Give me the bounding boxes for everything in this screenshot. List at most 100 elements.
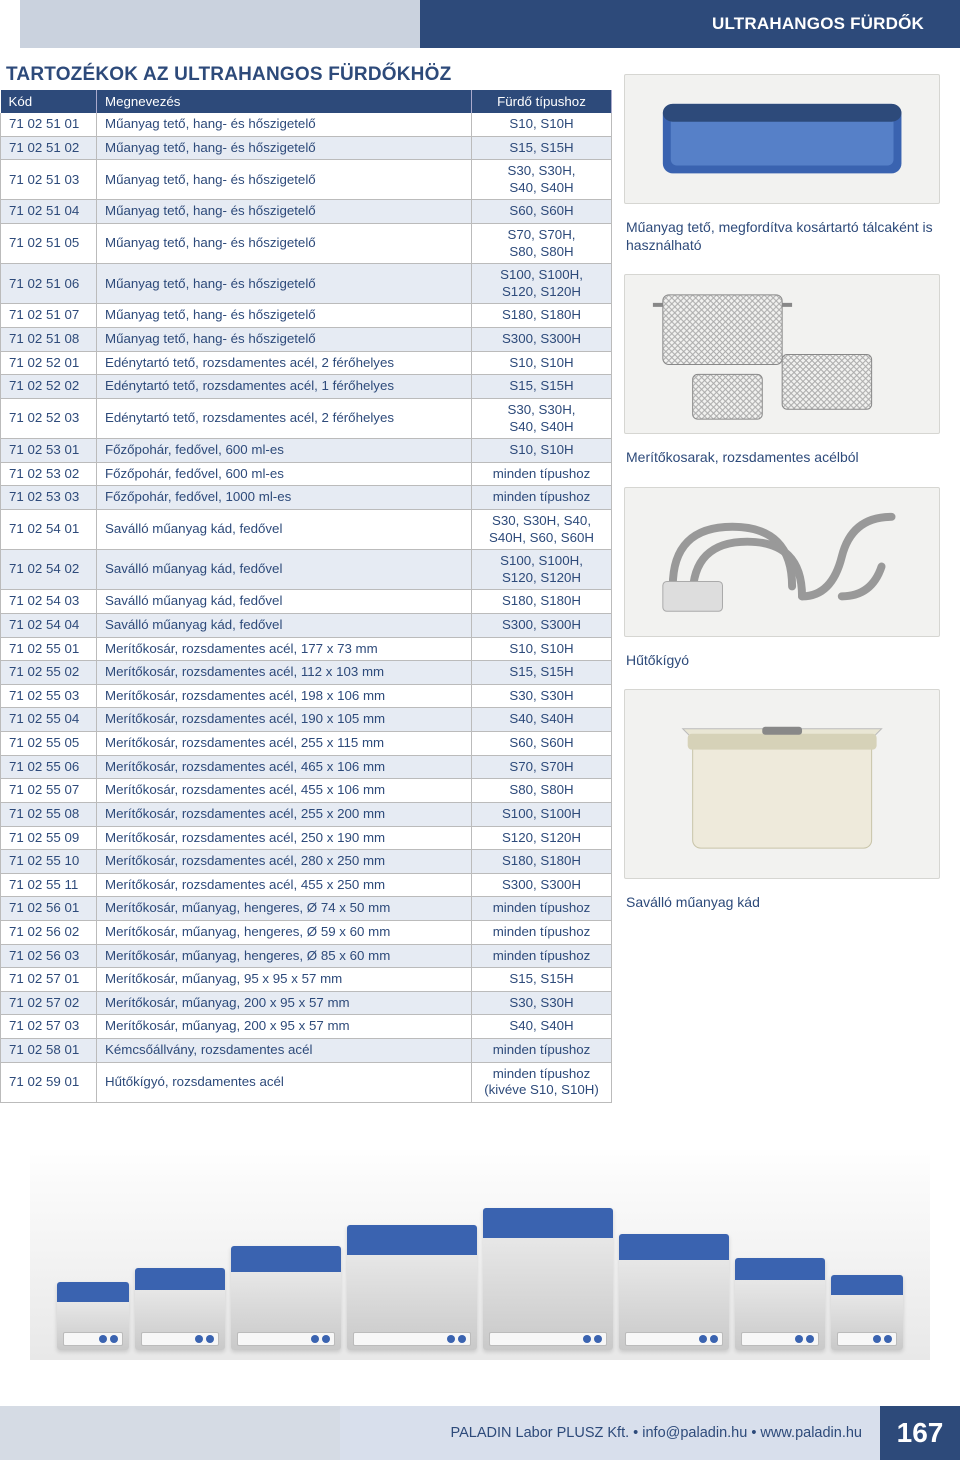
cell-tipus: S60, S60H [472, 732, 612, 756]
table-row: 71 02 55 03Merítőkosár, rozsdamentes acé… [1, 684, 612, 708]
accessories-table: Kód Megnevezés Fürdő típushoz 71 02 51 0… [0, 90, 612, 1103]
cell-megn: Merítőkosár, rozsdamentes acél, 198 x 10… [97, 684, 472, 708]
cell-megn: Műanyag tető, hang- és hőszigetelő [97, 160, 472, 200]
cell-megn: Merítőkosár, rozsdamentes acél, 255 x 11… [97, 732, 472, 756]
table-row: 71 02 54 03Saválló műanyag kád, fedővelS… [1, 590, 612, 614]
cell-tipus: S70, S70H,S80, S80H [472, 224, 612, 264]
image-coil [624, 487, 940, 637]
cell-tipus: S15, S15H [472, 375, 612, 399]
cell-tipus: S40, S40H [472, 1015, 612, 1039]
cell-megn: Merítőkosár, rozsdamentes acél, 190 x 10… [97, 708, 472, 732]
cell-megn: Edénytartó tető, rozsdamentes acél, 2 fé… [97, 351, 472, 375]
cell-tipus: minden típushoz [472, 897, 612, 921]
cell-kod: 71 02 52 03 [1, 398, 97, 438]
col-megn: Megnevezés [97, 90, 472, 113]
cell-tipus: S70, S70H [472, 755, 612, 779]
cell-megn: Saválló műanyag kád, fedővel [97, 509, 472, 549]
table-row: 71 02 51 04Műanyag tető, hang- és hőszig… [1, 200, 612, 224]
caption-tray: Műanyag tető, megfordítva kosártartó tál… [624, 214, 940, 264]
image-baskets [624, 274, 940, 434]
table-row: 71 02 53 01Főzőpohár, fedővel, 600 ml-es… [1, 439, 612, 463]
cell-kod: 71 02 55 04 [1, 708, 97, 732]
cell-megn: Merítőkosár, rozsdamentes acél, 280 x 25… [97, 850, 472, 874]
cell-megn: Műanyag tető, hang- és hőszigetelő [97, 200, 472, 224]
cell-tipus: S100, S100H,S120, S120H [472, 264, 612, 304]
cell-megn: Merítőkosár, rozsdamentes acél, 177 x 73… [97, 637, 472, 661]
cell-kod: 71 02 57 01 [1, 968, 97, 992]
cell-tipus: S40, S40H [472, 708, 612, 732]
table-row: 71 02 54 04Saválló műanyag kád, fedővelS… [1, 614, 612, 638]
cell-kod: 71 02 53 03 [1, 486, 97, 510]
cell-kod: 71 02 59 01 [1, 1062, 97, 1102]
cell-tipus: S180, S180H [472, 590, 612, 614]
cell-kod: 71 02 57 03 [1, 1015, 97, 1039]
cell-megn: Merítőkosár, műanyag, hengeres, Ø 85 x 6… [97, 944, 472, 968]
table-row: 71 02 51 03Műanyag tető, hang- és hőszig… [1, 160, 612, 200]
table-row: 71 02 56 03Merítőkosár, műanyag, hengere… [1, 944, 612, 968]
device [231, 1246, 341, 1350]
caption-tub: Saválló műanyag kád [624, 889, 940, 921]
caption-coil: Hűtőkígyó [624, 647, 940, 679]
cell-tipus: S10, S10H [472, 351, 612, 375]
table-row: 71 02 55 01Merítőkosár, rozsdamentes acé… [1, 637, 612, 661]
section-title: TARTOZÉKOK AZ ULTRAHANGOS FÜRDŐKHÖZ [0, 64, 612, 90]
cell-tipus: S10, S10H [472, 113, 612, 136]
table-row: 71 02 55 04Merítőkosár, rozsdamentes acé… [1, 708, 612, 732]
cell-tipus: minden típushoz(kivéve S10, S10H) [472, 1062, 612, 1102]
cell-megn: Műanyag tető, hang- és hőszigetelő [97, 113, 472, 136]
cell-tipus: S180, S180H [472, 304, 612, 328]
table-row: 71 02 55 08Merítőkosár, rozsdamentes acé… [1, 802, 612, 826]
table-row: 71 02 51 08Műanyag tető, hang- és hőszig… [1, 328, 612, 352]
table-row: 71 02 53 02Főzőpohár, fedővel, 600 ml-es… [1, 462, 612, 486]
cell-megn: Merítőkosár, műanyag, 95 x 95 x 57 mm [97, 968, 472, 992]
cell-tipus: S180, S180H [472, 850, 612, 874]
cell-kod: 71 02 51 04 [1, 200, 97, 224]
cell-tipus: minden típushoz [472, 920, 612, 944]
device [831, 1275, 903, 1350]
cell-megn: Merítőkosár, rozsdamentes acél, 465 x 10… [97, 755, 472, 779]
cell-tipus: minden típushoz [472, 1038, 612, 1062]
cell-tipus: S300, S300H [472, 614, 612, 638]
table-row: 71 02 57 01Merítőkosár, műanyag, 95 x 95… [1, 968, 612, 992]
cell-megn: Műanyag tető, hang- és hőszigetelő [97, 264, 472, 304]
col-tipus: Fürdő típushoz [472, 90, 612, 113]
cell-megn: Merítőkosár, rozsdamentes acél, 255 x 20… [97, 802, 472, 826]
table-row: 71 02 56 02Merítőkosár, műanyag, hengere… [1, 920, 612, 944]
cell-tipus: S30, S30H [472, 991, 612, 1015]
cell-tipus: minden típushoz [472, 486, 612, 510]
image-tub [624, 689, 940, 879]
cell-megn: Hűtőkígyó, rozsdamentes acél [97, 1062, 472, 1102]
header-tabs: ULTRAHANGOS FÜRDŐK [20, 0, 960, 48]
footer: PALADIN Labor PLUSZ Kft. • info@paladin.… [0, 1406, 960, 1460]
cell-kod: 71 02 53 01 [1, 439, 97, 463]
cell-tipus: S100, S100H [472, 802, 612, 826]
cell-megn: Saválló műanyag kád, fedővel [97, 590, 472, 614]
table-row: 71 02 55 11Merítőkosár, rozsdamentes acé… [1, 873, 612, 897]
cell-kod: 71 02 54 01 [1, 509, 97, 549]
cell-tipus: S30, S30H,S40, S40H [472, 160, 612, 200]
cell-kod: 71 02 55 08 [1, 802, 97, 826]
device [347, 1225, 477, 1350]
table-row: 71 02 59 01Hűtőkígyó, rozsdamentes acélm… [1, 1062, 612, 1102]
cell-kod: 71 02 54 02 [1, 550, 97, 590]
cell-tipus: S300, S300H [472, 328, 612, 352]
cell-kod: 71 02 54 04 [1, 614, 97, 638]
image-tray [624, 74, 940, 204]
cell-megn: Edénytartó tető, rozsdamentes acél, 1 fé… [97, 375, 472, 399]
table-row: 71 02 53 03Főzőpohár, fedővel, 1000 ml-e… [1, 486, 612, 510]
cell-megn: Merítőkosár, rozsdamentes acél, 250 x 19… [97, 826, 472, 850]
device [735, 1258, 825, 1350]
cell-tipus: S120, S120H [472, 826, 612, 850]
cell-tipus: S80, S80H [472, 779, 612, 803]
cell-tipus: S30, S30H,S40, S40H [472, 398, 612, 438]
table-row: 71 02 51 07Műanyag tető, hang- és hőszig… [1, 304, 612, 328]
cell-kod: 71 02 51 07 [1, 304, 97, 328]
cell-kod: 71 02 52 02 [1, 375, 97, 399]
cell-kod: 71 02 55 05 [1, 732, 97, 756]
page-number: 167 [880, 1406, 960, 1460]
cell-kod: 71 02 52 01 [1, 351, 97, 375]
cell-kod: 71 02 51 08 [1, 328, 97, 352]
device [135, 1268, 225, 1350]
cell-megn: Edénytartó tető, rozsdamentes acél, 2 fé… [97, 398, 472, 438]
table-row: 71 02 55 10Merítőkosár, rozsdamentes acé… [1, 850, 612, 874]
